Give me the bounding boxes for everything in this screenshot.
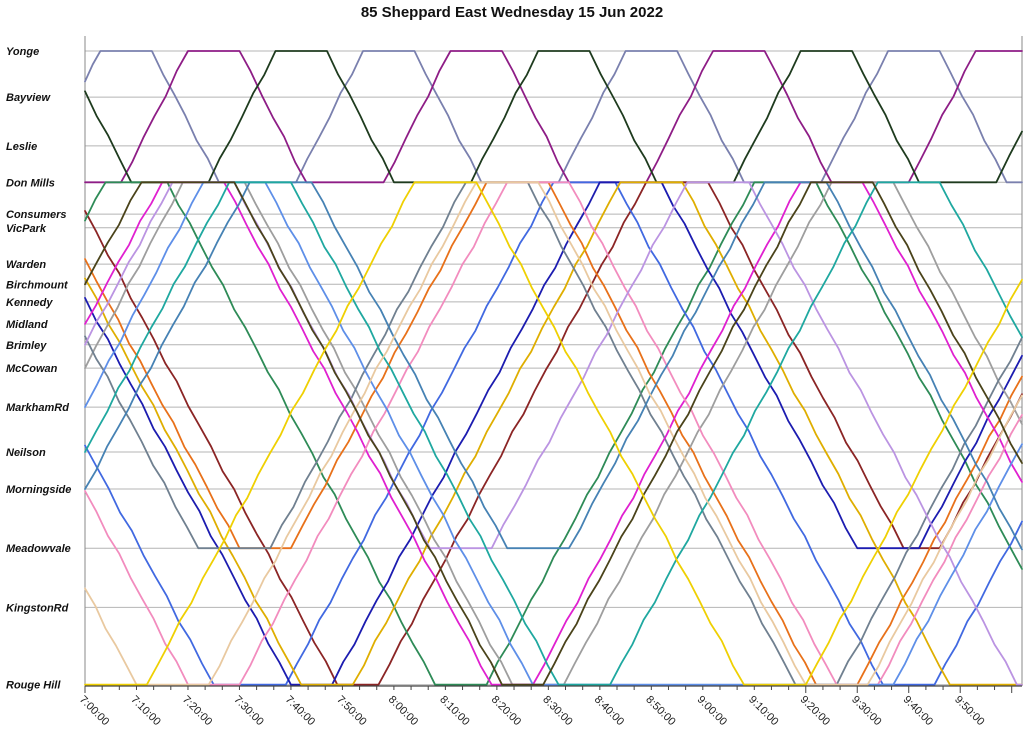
time-tick-label: 8:20:00 [489,694,523,728]
station-label: Yonge [6,46,39,58]
vehicle-traces [84,50,1023,686]
trip-line-bus-14 [84,181,1023,686]
time-tick-label: 8:00:00 [386,694,420,728]
trip-line-bus-11 [84,181,1023,686]
trip-line-bus-09 [84,181,1023,686]
trip-line-bus-10 [84,181,1023,686]
trip-line-shuttle-2 [84,50,1023,184]
trip-line-shuttle-1 [84,50,1023,184]
station-label: Rouge Hill [6,680,61,692]
chart-title: 85 Sheppard East Wednesday 15 Jun 2022 [360,4,664,21]
trip-line-bus-12 [84,181,1023,686]
time-tick-label: 8:10:00 [437,694,471,728]
trip-line-shuttle-3 [84,50,1023,184]
time-tick-label: 9:40:00 [901,694,935,728]
time-tick-label: 9:20:00 [798,694,832,728]
trip-line-bus-02 [84,181,1023,686]
station-label: MarkhamRd [6,402,69,414]
station-label: VicPark [6,223,47,235]
time-tick-label: 7:30:00 [231,694,265,728]
trip-line-bus-08 [84,181,1023,686]
station-label: Don Mills [6,177,55,189]
time-tick-label: 8:50:00 [643,694,677,728]
station-label: McCowan [6,363,58,375]
time-tick-label: 7:10:00 [128,694,162,728]
station-label: Bayview [6,92,51,104]
station-label: Warden [6,259,46,271]
time-tick-label: 7:00:00 [77,694,111,728]
trip-line-bus-17 [84,181,1023,686]
trip-line-bus-16 [84,181,1023,686]
time-tick-label: 8:30:00 [540,694,574,728]
trip-line-bus-05 [84,181,1023,686]
time-tick-label: 7:50:00 [334,694,368,728]
station-label: Consumers [6,209,67,221]
trip-line-bus-15 [84,181,1023,686]
station-label: Neilson [6,447,46,459]
time-tick-label: 9:10:00 [746,694,780,728]
station-label: Morningside [6,484,71,496]
station-label: Meadowvale [6,543,71,555]
station-label: KingstonRd [6,602,69,614]
time-tick-label: 9:00:00 [695,694,729,728]
trip-line-bus-01 [84,181,1023,686]
trip-line-bus-04 [84,181,1023,686]
time-tick-label: 7:20:00 [180,694,214,728]
time-tick-label: 9:50:00 [952,694,986,728]
station-label: Midland [6,319,48,331]
trip-line-bus-06 [84,181,1023,686]
trip-line-bus-03 [84,181,1023,686]
trip-line-bus-13 [84,181,1023,551]
station-label: Brimley [6,340,47,352]
station-label: Birchmount [6,279,69,291]
time-tick-label: 9:30:00 [849,694,883,728]
time-tick-label: 8:40:00 [592,694,626,728]
time-tick-label: 7:40:00 [283,694,317,728]
station-label: Kennedy [6,297,53,309]
station-label: Leslie [6,141,37,153]
